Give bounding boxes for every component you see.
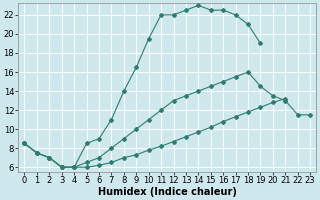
- X-axis label: Humidex (Indice chaleur): Humidex (Indice chaleur): [98, 187, 237, 197]
